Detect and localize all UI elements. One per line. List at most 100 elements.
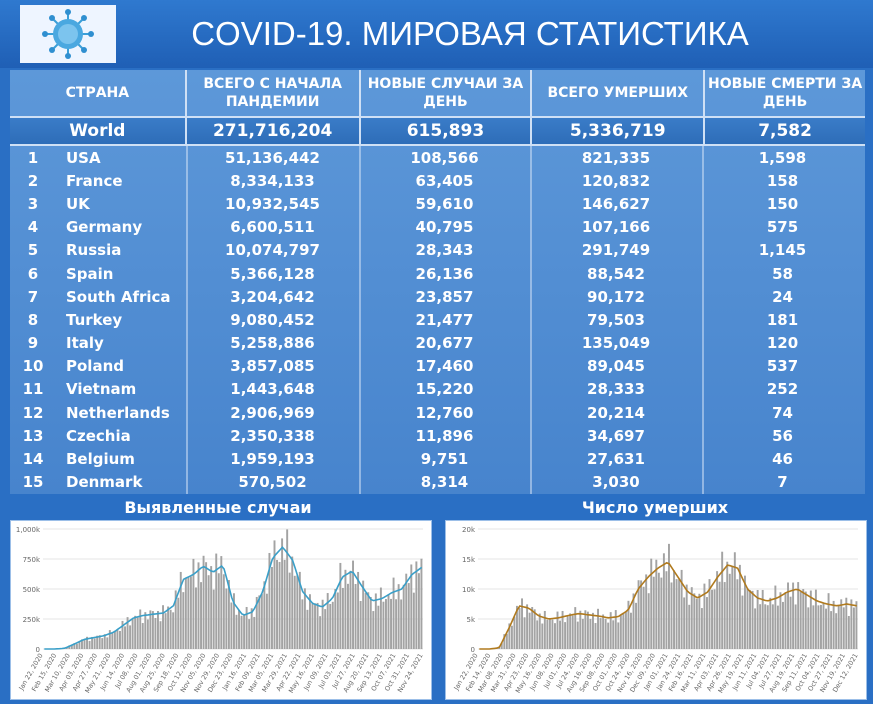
data-bar [101, 638, 104, 649]
column-header-total: ВСЕГО С НАЧАЛА ПАНДЕМИИ [187, 70, 361, 116]
data-bar [845, 597, 848, 649]
data-bar [301, 599, 304, 649]
data-bar [159, 621, 162, 649]
data-bar [402, 584, 405, 649]
data-bar [250, 608, 253, 649]
data-bar [96, 635, 99, 649]
data-bar [764, 604, 767, 649]
data-bar [807, 607, 810, 649]
row-new-cases: 9,751 [420, 450, 469, 469]
world-row: World 271,716,204 615,893 5,336,719 7,58… [10, 116, 865, 146]
data-bar [703, 583, 706, 649]
row-country: France [66, 171, 123, 190]
row-new-cases: 17,460 [415, 357, 474, 376]
data-bar [410, 564, 413, 649]
data-bar [189, 576, 192, 649]
data-bar [271, 566, 273, 649]
data-bar [574, 607, 577, 649]
data-bar [420, 558, 423, 649]
data-bar [713, 589, 716, 649]
data-bar [412, 592, 415, 649]
data-bar [726, 561, 729, 649]
row-new-deaths: 181 [766, 310, 799, 329]
table-row: 2 France 8,334,133 63,405 120,832 158 [10, 169, 865, 192]
row-total: 3,204,642 [230, 287, 315, 306]
data-bar [70, 645, 73, 649]
row-total: 8,334,133 [230, 171, 315, 190]
data-bar [749, 590, 751, 649]
data-bar [855, 601, 858, 649]
data-bar [78, 641, 81, 649]
row-total: 10,074,797 [225, 241, 320, 260]
data-bar [761, 589, 764, 649]
data-bar [119, 630, 121, 649]
row-total: 5,366,128 [230, 264, 315, 283]
row-country: South Africa [66, 287, 171, 306]
data-bar [602, 614, 605, 649]
data-bar [614, 610, 617, 649]
data-bar [329, 603, 332, 649]
data-bar [569, 613, 572, 649]
data-bar [754, 608, 757, 649]
column-header-new-cases: НОВЫЕ СЛУЧАИ ЗА ДЕНЬ [361, 70, 533, 116]
data-bar [314, 603, 316, 649]
y-tick-label: 15k [462, 556, 476, 564]
data-bar [548, 618, 551, 649]
data-bar [733, 552, 736, 649]
data-bar [508, 623, 511, 649]
data-bar [326, 593, 329, 649]
row-new-deaths: 537 [766, 357, 799, 376]
table-header: СТРАНА ВСЕГО С НАЧАЛА ПАНДЕМИИ НОВЫЕ СЛУ… [10, 70, 865, 116]
data-bar [286, 529, 289, 649]
data-bar [830, 611, 833, 649]
table-row: 14 Belgium 1,959,193 9,751 27,631 46 [10, 447, 865, 470]
row-new-cases: 20,677 [415, 334, 474, 353]
data-bar [683, 597, 686, 649]
table-row: 11 Vietnam 1,443,648 15,220 28,333 252 [10, 378, 865, 401]
row-new-deaths: 150 [766, 194, 799, 213]
data-bar [240, 615, 243, 649]
data-bar [415, 561, 418, 649]
row-new-deaths: 252 [766, 380, 799, 399]
data-bar [106, 637, 109, 649]
data-bar [235, 614, 238, 649]
data-bar [700, 608, 703, 649]
row-rank: 6 [27, 264, 39, 283]
column-divider [530, 146, 532, 494]
data-bar [662, 553, 665, 649]
data-bar [711, 589, 713, 649]
row-country: Russia [66, 241, 122, 260]
data-bar [379, 587, 382, 649]
table-row: 6 Spain 5,366,128 26,136 88,542 58 [10, 262, 865, 285]
data-bar [551, 619, 554, 649]
world-label: World [10, 118, 187, 144]
data-bar [111, 633, 114, 649]
data-bar [248, 619, 251, 649]
data-bar [162, 605, 164, 649]
row-total: 2,350,338 [230, 426, 315, 445]
data-bar [179, 571, 182, 649]
y-tick-label: 500k [23, 586, 41, 594]
data-bar [364, 592, 367, 649]
row-new-deaths: 1,145 [758, 241, 807, 260]
data-bar [533, 609, 536, 649]
data-bar [782, 601, 784, 649]
data-bar [88, 640, 91, 649]
data-bar [579, 610, 582, 649]
data-bar [584, 610, 587, 649]
row-new-deaths: 58 [772, 264, 793, 283]
data-bar [151, 611, 154, 649]
row-new-deaths: 74 [772, 403, 793, 422]
data-bar [354, 583, 357, 649]
data-bar [536, 620, 539, 649]
data-bar [169, 609, 172, 649]
row-deaths: 89,045 [587, 357, 645, 376]
data-bar [374, 593, 377, 649]
table-row: 4 Germany 6,600,511 40,795 107,166 575 [10, 216, 865, 239]
data-bar [668, 543, 670, 649]
data-bar [126, 617, 129, 649]
data-bar [797, 582, 800, 649]
column-header-new-deaths: НОВЫЕ СМЕРТИ ЗА ДЕНЬ [707, 76, 863, 110]
data-bar [73, 643, 76, 649]
table-row: 3 UK 10,932,545 59,610 146,627 150 [10, 192, 865, 215]
